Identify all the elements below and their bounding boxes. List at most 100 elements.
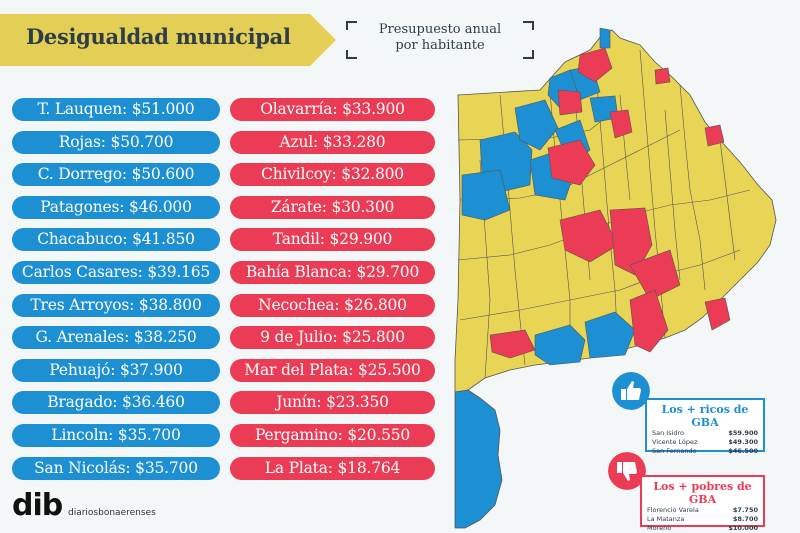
- separator: :: [110, 360, 120, 379]
- separator: :: [125, 458, 136, 477]
- separator: :: [121, 165, 132, 184]
- separator: :: [316, 393, 327, 412]
- poor-municipality-value: $25.800: [342, 328, 405, 347]
- gba-poor-panel: Los + pobres de GBA Florencio Varela $7.7…: [640, 475, 765, 532]
- rich-municipality-name: Rojas: [58, 132, 101, 151]
- poor-municipality-name: Bahía Blanca: [245, 263, 347, 281]
- separator: :: [112, 393, 123, 412]
- poor-municipality-row: Junín: $23.350: [230, 391, 435, 415]
- title-ribbon: [0, 14, 336, 66]
- poor-municipality-row: Olavarría: $33.900: [230, 98, 435, 121]
- poor-municipality-value: $33.900: [342, 100, 405, 118]
- brand-logo: dib: [12, 488, 63, 523]
- rich-municipality-row: C. Dorrego: $50.600: [12, 163, 220, 187]
- gba-name: San Isidro: [652, 429, 685, 437]
- poor-municipality-name: La Plata: [264, 458, 328, 477]
- rich-municipality-row: Lincoln: $35.700: [12, 424, 220, 447]
- gba-value: $49.300: [728, 438, 758, 446]
- poor-municipality-name: Azul: [279, 132, 314, 151]
- map-south-tail: [454, 389, 503, 529]
- poor-municipality-row: La Plata: $18.764: [230, 456, 435, 480]
- poor-municipality-row: Mar del Plata: $25.500: [230, 358, 435, 382]
- separator: :: [346, 263, 357, 281]
- poor-municipality-row: Chivilcoy: $32.800: [230, 163, 435, 187]
- separator: :: [129, 295, 139, 314]
- legend-line-1: Presupuesto anual: [378, 22, 502, 37]
- gba-row: Moreno $10.000: [642, 524, 763, 533]
- rich-municipality-name: G. Arenales: [35, 328, 125, 347]
- brand-site: diariosbonaerenses: [68, 508, 156, 518]
- rich-municipality-value: $51.000: [131, 100, 195, 118]
- rich-municipality-row: Carlos Casares: $39.165: [12, 261, 220, 284]
- poor-municipality-name: Pergamino: [254, 426, 338, 444]
- red-districts: [489, 47, 731, 359]
- rich-municipality-value: $39.165: [147, 263, 211, 281]
- rich-municipality-row: Patagones: $46.000: [12, 195, 220, 219]
- thumbs-up-icon: [612, 372, 650, 410]
- gba-name: Florencio Varela: [647, 506, 699, 514]
- poor-municipality-row: Necochea: $26.800: [230, 293, 435, 317]
- rich-municipality-row: Chacabuco: $41.850: [12, 228, 220, 252]
- separator: :: [332, 328, 343, 347]
- poor-municipality-name: Mar del Plata: [244, 360, 349, 379]
- separator: :: [122, 100, 132, 118]
- gba-name: San Fernando: [652, 447, 697, 455]
- poor-municipality-value: $18.764: [337, 458, 401, 477]
- separator: :: [124, 328, 134, 347]
- rich-municipality-name: Bragado: [47, 393, 113, 412]
- poor-municipality-row: Bahía Blanca: $29.700: [230, 261, 435, 284]
- gba-name: Moreno: [647, 524, 672, 532]
- rich-municipality-value: $38.800: [138, 295, 202, 314]
- poor-municipality-name: Chivilcoy: [261, 165, 332, 184]
- separator: :: [108, 426, 118, 444]
- poor-municipality-value: $23.350: [326, 393, 389, 412]
- poor-municipality-name: Zárate: [270, 197, 322, 216]
- rich-municipality-row: T. Lauquen: $51.000: [12, 98, 220, 121]
- separator: :: [348, 360, 358, 379]
- legend-frame: [346, 21, 534, 59]
- poor-municipality-name: Olavarría: [260, 100, 333, 118]
- gba-value: $10.000: [728, 524, 758, 532]
- poor-municipality-name: Junín: [276, 393, 317, 412]
- rich-municipality-name: Tres Arroyos: [30, 295, 130, 314]
- poor-municipality-name: 9 de Julio: [260, 328, 333, 347]
- rich-municipality-name: Lincoln: [51, 426, 109, 444]
- thumbs-down-icon: [608, 452, 646, 490]
- rich-municipality-row: San Nicolás: $35.700: [12, 456, 220, 480]
- poor-municipality-value: $29.700: [356, 263, 420, 281]
- gba-row: Vicente López $49.300: [647, 438, 763, 447]
- gba-row: San Fernando $46.500: [647, 447, 763, 456]
- separator: :: [313, 132, 323, 151]
- separator: :: [119, 197, 130, 216]
- separator: :: [334, 295, 345, 314]
- page-title: Desigualdad municipal: [26, 24, 291, 49]
- rich-municipality-row: Pehuajó: $37.900: [12, 358, 220, 382]
- rich-municipality-value: $37.900: [119, 360, 183, 379]
- gba-row: La Matanza $8.700: [642, 515, 763, 524]
- rich-municipality-value: $50.700: [110, 132, 174, 151]
- gba-poor-title: Los + pobres de GBA: [653, 480, 752, 506]
- rich-municipality-value: $50.600: [131, 165, 195, 184]
- gba-value: $7.750: [732, 506, 758, 514]
- rich-municipality-row: G. Arenales: $38.250: [12, 326, 220, 350]
- rich-municipality-name: San Nicolás: [34, 458, 126, 477]
- separator: :: [321, 197, 332, 216]
- poor-municipality-value: $32.800: [341, 165, 404, 184]
- gba-name: La Matanza: [647, 515, 685, 523]
- separator: :: [319, 230, 330, 249]
- poor-municipality-name: Necochea: [258, 295, 335, 314]
- rich-municipality-value: $35.700: [117, 426, 181, 444]
- rich-municipality-value: $36.460: [122, 393, 185, 412]
- gba-rich-title: Los + ricos de GBA: [661, 403, 749, 429]
- gba-value: $59.900: [728, 429, 758, 437]
- rich-municipality-name: T. Lauquen: [37, 100, 123, 118]
- rich-municipality-name: Carlos Casares: [21, 263, 138, 281]
- separator: :: [100, 132, 111, 151]
- rich-municipality-value: $41.850: [132, 230, 195, 249]
- province-map: [454, 27, 777, 529]
- poor-municipality-value: $20.550: [347, 426, 411, 444]
- legend-caption: Presupuesto anual por habitante: [345, 22, 535, 54]
- poor-municipality-row: Zárate: $30.300: [230, 195, 435, 219]
- poor-municipality-row: 9 de Julio: $25.800: [230, 326, 435, 350]
